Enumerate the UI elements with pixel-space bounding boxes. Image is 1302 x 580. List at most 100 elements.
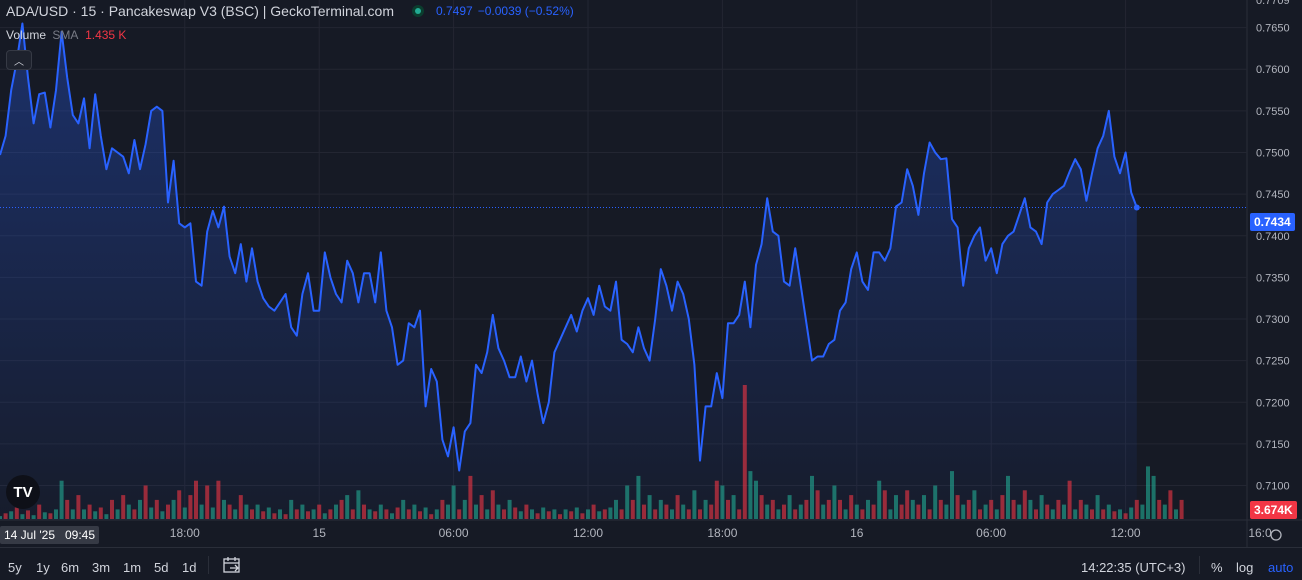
volume-bar — [1106, 504, 1111, 519]
volume-bar — [955, 495, 960, 519]
timeframe-3m-button[interactable]: 3m — [92, 560, 111, 575]
volume-bar — [42, 512, 47, 519]
volume-bar — [905, 490, 910, 519]
volume-bar — [630, 499, 635, 519]
volume-bar — [1123, 513, 1128, 519]
timeframe-5d-button[interactable]: 5d — [154, 560, 169, 575]
volume-bar — [266, 507, 271, 519]
volume-bar — [1056, 499, 1061, 519]
volume-bar — [289, 499, 294, 519]
volume-bar — [306, 511, 310, 519]
volume-bar — [496, 504, 501, 519]
volume-bar — [373, 511, 378, 519]
scale-settings-icon[interactable] — [1270, 529, 1282, 541]
timeframe-1y-button[interactable]: 1y — [36, 560, 50, 575]
price-area-fill — [0, 23, 1137, 520]
timeframe-1m-button[interactable]: 1m — [123, 560, 142, 575]
volume-bar — [658, 499, 663, 519]
volume-bar — [20, 514, 25, 519]
volume-bar — [686, 509, 691, 519]
volume-bar — [395, 507, 400, 519]
volume-bar — [334, 504, 338, 519]
collapse-legend-button[interactable]: ︿ — [6, 50, 32, 70]
volume-bar — [1179, 499, 1184, 519]
volume-bar — [933, 485, 938, 519]
calendar-goto-icon[interactable] — [222, 555, 242, 578]
y-tick-label: 0.7600 — [1256, 64, 1290, 76]
volume-bar — [199, 504, 204, 519]
auto-scale-button[interactable]: auto — [1268, 560, 1294, 575]
volume-bar — [1050, 509, 1055, 519]
x-tick-label: 16:0 — [1248, 526, 1272, 540]
volume-bar — [244, 504, 249, 519]
volume-bar — [742, 385, 747, 519]
volume-bar — [1067, 480, 1072, 519]
toolbar-divider — [208, 556, 209, 574]
volume-bar — [356, 490, 361, 519]
volume-bar — [653, 509, 658, 519]
volume-sma-value: 1.435 K — [85, 28, 127, 42]
volume-bar — [737, 509, 742, 519]
volume-bar — [602, 509, 607, 519]
volume-bar — [765, 504, 770, 519]
y-tick-label: 0.7500 — [1256, 148, 1290, 160]
volume-bar — [70, 509, 75, 519]
volume-bar — [126, 504, 131, 519]
volume-bar — [238, 495, 243, 519]
volume-bar — [860, 509, 865, 519]
volume-bar — [950, 471, 954, 519]
volume-sma-label: SMA — [52, 28, 78, 42]
volume-bar — [1134, 499, 1139, 519]
volume-bar — [849, 495, 854, 519]
volume-bar — [451, 485, 456, 519]
volume-bar — [121, 495, 126, 519]
volume-bar — [726, 499, 730, 519]
log-scale-button[interactable]: log — [1236, 560, 1254, 575]
volume-bar — [563, 509, 568, 519]
volume-bar — [205, 485, 210, 519]
volume-bar — [675, 495, 680, 519]
volume-bar — [793, 509, 798, 519]
volume-bar — [166, 504, 170, 519]
volume-bar — [882, 490, 887, 519]
symbol-title[interactable]: ADA/USD · 15 · Pancakeswap V3 (BSC) | Ge… — [6, 3, 394, 19]
volume-bar — [670, 509, 674, 519]
timeframe-1d-button[interactable]: 1d — [182, 560, 197, 575]
timeframe-6m-button[interactable]: 6m — [61, 560, 80, 575]
volume-bar — [82, 509, 86, 519]
volume-bar — [709, 504, 714, 519]
volume-bar — [843, 509, 848, 519]
volume-bar — [283, 514, 288, 519]
volume-label[interactable]: Volume — [6, 28, 47, 42]
volume-bar — [1101, 509, 1106, 519]
volume-bar — [65, 499, 70, 519]
volume-bar — [278, 509, 282, 519]
volume-bar — [1000, 495, 1005, 519]
volume-bar — [194, 480, 198, 519]
volume-bar — [3, 513, 8, 519]
price-chart[interactable]: 0.7650 0.7600 0.7550 0.7500 0.7450 0.7400 0.73… — [0, 0, 1302, 547]
volume-bar — [703, 499, 708, 519]
volume-bar — [1095, 495, 1100, 519]
volume-bar — [210, 507, 215, 519]
x-tick-label: 18:00 — [170, 526, 200, 540]
volume-bar — [149, 507, 154, 519]
volume-bar — [535, 513, 540, 519]
tradingview-logo-icon[interactable]: TV — [6, 475, 40, 509]
volume-bar — [1146, 466, 1150, 519]
volume-bar — [1039, 495, 1044, 519]
volume-bar — [222, 499, 226, 519]
volume-bar — [821, 504, 826, 519]
y-tick-label: 0.7300 — [1256, 314, 1290, 326]
volume-bar — [530, 509, 534, 519]
timeframe-5y-button[interactable]: 5y — [8, 560, 22, 575]
volume-bar — [966, 499, 971, 519]
volume-bar — [143, 485, 148, 519]
volume-bar — [1006, 475, 1010, 519]
volume-bar — [894, 495, 898, 519]
clock-timezone[interactable]: 14:22:35 (UTC+3) — [1081, 560, 1186, 575]
volume-bar — [446, 504, 450, 519]
volume-bar — [978, 509, 982, 519]
percent-scale-button[interactable]: % — [1211, 560, 1223, 575]
volume-bar — [574, 507, 579, 519]
